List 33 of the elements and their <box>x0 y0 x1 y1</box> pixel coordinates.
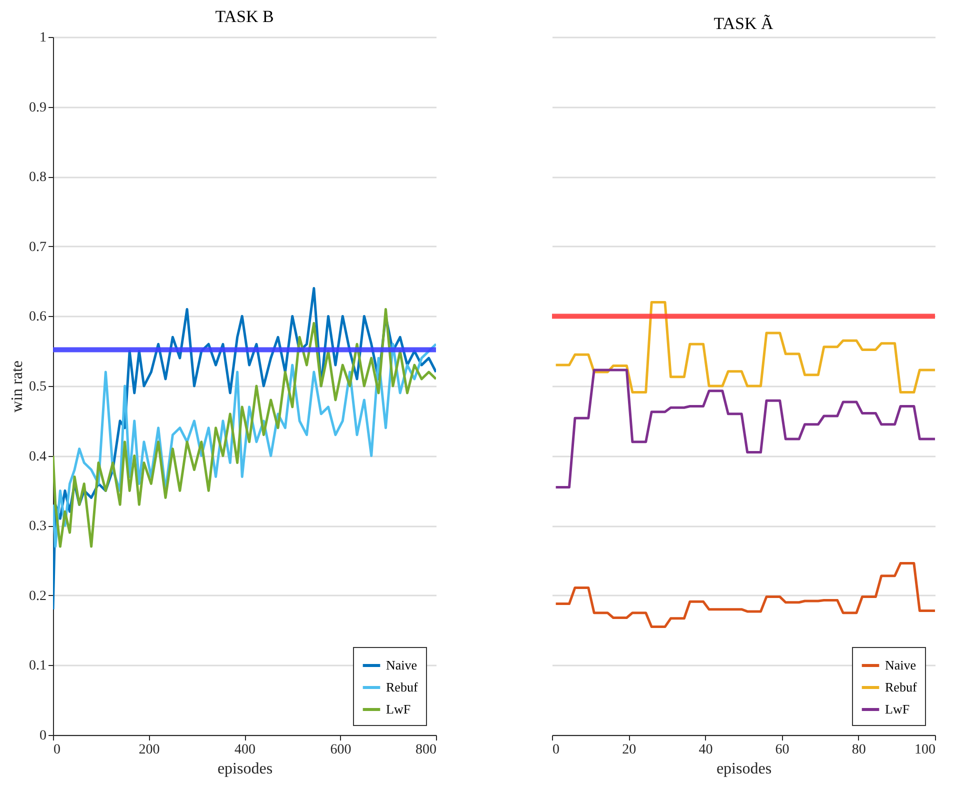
legend-label: Naive <box>885 658 916 672</box>
x-axis-title: episodes <box>716 760 772 778</box>
y-tick-label: 0.4 <box>29 449 46 464</box>
y-tick-label: 0.9 <box>29 100 46 116</box>
y-tick-label: 0 <box>40 728 46 744</box>
legend-label: Rebuf <box>885 680 918 694</box>
y-tick-label: 0.6 <box>29 310 46 325</box>
chart-title: TASK B <box>215 7 274 26</box>
legend-label: LwF <box>885 702 910 716</box>
y-axis-title: win rate <box>9 360 26 412</box>
x-tick-label: 600 <box>330 742 352 758</box>
x-tick-label: 400 <box>234 742 256 758</box>
x-tick-label: 800 <box>416 742 436 758</box>
y-tick-label: 0.3 <box>29 519 46 534</box>
y-tick-label: 0.2 <box>29 588 46 604</box>
x-tick-label: 20 <box>622 742 636 758</box>
x-tick-label: 60 <box>775 742 790 758</box>
x-tick-label: 0 <box>552 742 560 758</box>
chart-title: TASK Ã <box>714 14 774 33</box>
legend-label: Naive <box>386 658 418 672</box>
legend-label: LwF <box>386 702 411 716</box>
y-tick-label: 0.7 <box>29 240 46 255</box>
x-axis-title: episodes <box>217 760 273 778</box>
y-tick-label: 0.8 <box>29 170 46 186</box>
x-tick-label: 0 <box>54 742 60 758</box>
x-tick-label: 200 <box>138 742 160 758</box>
y-tick-label: 0.1 <box>29 658 46 674</box>
x-tick-label: 100 <box>914 742 936 758</box>
y-tick-label: 1 <box>40 30 46 46</box>
legend-label: Rebuf <box>386 680 418 694</box>
x-tick-label: 40 <box>698 742 713 758</box>
y-tick-label: 0.5 <box>29 380 46 394</box>
x-tick-label: 80 <box>852 742 866 758</box>
